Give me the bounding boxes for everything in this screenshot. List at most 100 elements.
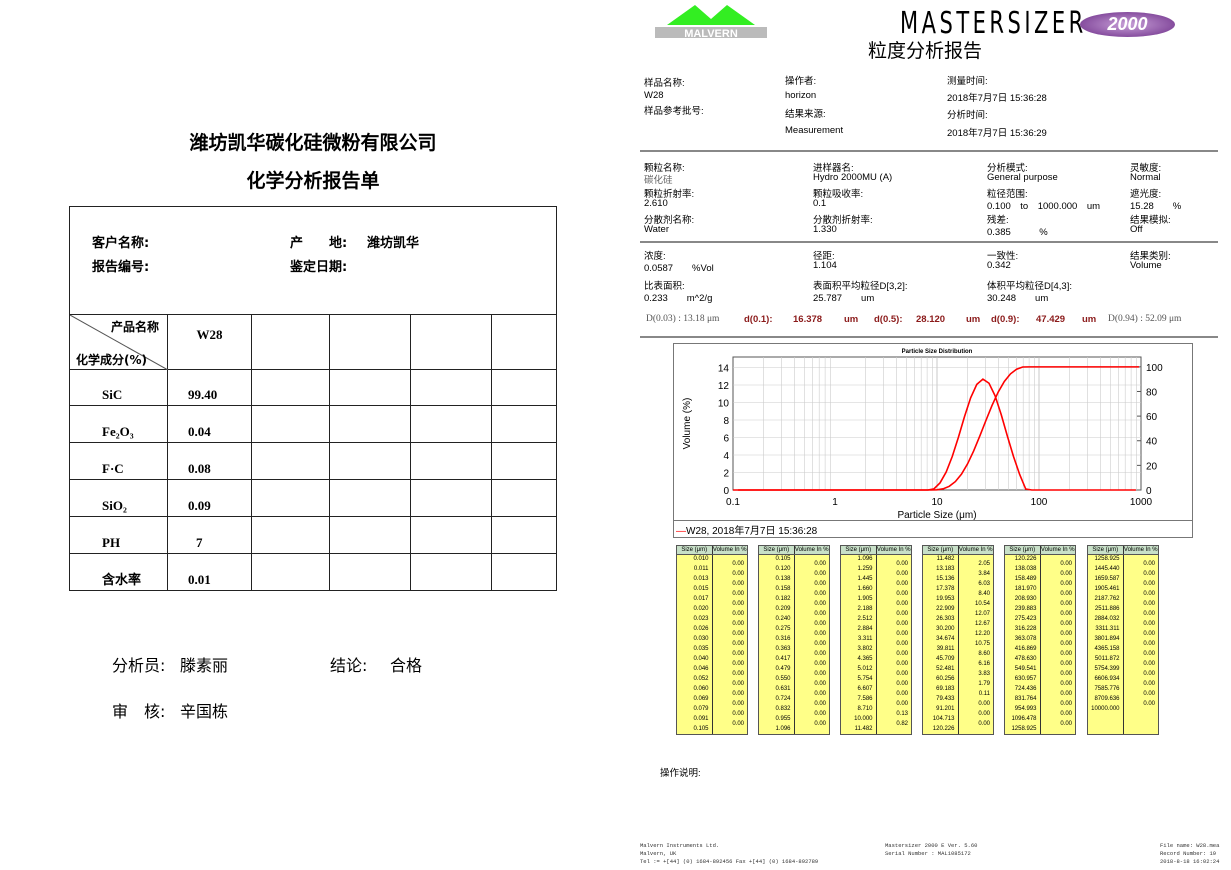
size-cell: 1659.587 xyxy=(1094,576,1120,582)
x-tick-label: 1000 xyxy=(1130,497,1153,508)
size-cell: 39.811 xyxy=(936,646,955,652)
size-header: Size (μm) xyxy=(677,546,713,554)
y2-tick-label: 60 xyxy=(1146,412,1158,423)
volume-cell: 0.00 xyxy=(1060,641,1072,647)
component-value: 0.01 xyxy=(167,553,252,591)
volume-cell: 6.03 xyxy=(978,581,990,587)
volume-cell: 0.00 xyxy=(978,721,990,727)
size-cell: 3.311 xyxy=(857,636,873,642)
volume-cell: 0.00 xyxy=(732,681,744,687)
volume-cell: 0.00 xyxy=(732,571,744,577)
size-cell: 0.010 xyxy=(693,556,709,562)
volume-cell: 0.00 xyxy=(1060,681,1072,687)
volume-cell: 0.00 xyxy=(978,701,990,707)
result-value: Volume xyxy=(1130,260,1162,271)
size-cell: 630.957 xyxy=(1014,676,1037,682)
size-header: Size (μm) xyxy=(923,546,959,554)
volume-cell: 0.00 xyxy=(1143,571,1155,577)
particle-size-chart: 0 2 4 6 8 10 12 14 0 20 40 60 80 100 0.1 1 10 100 1000 Part… xyxy=(682,349,1163,521)
empty-cell xyxy=(491,442,557,480)
size-cell: 26.303 xyxy=(936,616,955,622)
size-cell: 0.955 xyxy=(775,716,791,722)
footer-line: 2018-8-18 16:02:24 xyxy=(1160,858,1220,865)
size-cell: 52.481 xyxy=(936,666,955,672)
size-cell: 0.724 xyxy=(775,696,791,702)
param-value: 0.100 to 1000.000 um xyxy=(987,201,1101,212)
size-cell: 0.240 xyxy=(775,616,791,622)
component-name: PH xyxy=(69,516,168,554)
size-cell: 2.188 xyxy=(857,606,873,612)
volume-cell: 0.00 xyxy=(1060,561,1072,567)
size-cell: 10000.000 xyxy=(1091,706,1120,712)
y2-tick-label: 80 xyxy=(1146,387,1158,398)
volume-cell: 12.07 xyxy=(974,611,990,617)
volume-cell: 0.00 xyxy=(896,621,908,627)
size-cell: 8.710 xyxy=(857,706,873,712)
composition-row: SiC 99.40 xyxy=(69,369,557,406)
volume-cell: 0.00 xyxy=(814,701,826,707)
size-cell: 0.015 xyxy=(693,586,709,592)
result-label: 结果类别: xyxy=(1130,251,1171,262)
size-header: Size (μm) xyxy=(759,546,795,554)
size-cell: 120.226 xyxy=(932,726,955,732)
size-cell: 0.069 xyxy=(693,696,709,702)
volume-cell: 2.05 xyxy=(978,561,990,567)
component-value: 99.40 xyxy=(167,369,252,406)
volume-cell: 0.00 xyxy=(814,671,826,677)
volume-cell: 0.00 xyxy=(732,641,744,647)
empty-cell xyxy=(251,405,330,443)
volume-cell: 1.79 xyxy=(978,681,990,687)
volume-cell: 0.00 xyxy=(1143,591,1155,597)
size-cell: 0.138 xyxy=(775,576,791,582)
volume-cell: 0.00 xyxy=(896,631,908,637)
d09-value: 47.429 xyxy=(1036,314,1066,325)
volume-cell: 12.67 xyxy=(974,621,990,627)
size-cell: 15.136 xyxy=(936,576,955,582)
param-label: 灵敏度: xyxy=(1130,163,1162,174)
volume-cell: 0.00 xyxy=(732,721,744,727)
param-value: Water xyxy=(644,224,669,235)
result-value: 1.104 xyxy=(813,260,837,271)
size-cell: 2511.886 xyxy=(1094,606,1120,612)
conclusion-value: 合格 xyxy=(390,656,423,675)
composition-row: PH 7 xyxy=(69,516,557,554)
y-tick-label: 0 xyxy=(723,486,729,497)
legend-entry: —W28, 2018年7月7日 15:36:28 xyxy=(676,522,817,537)
size-cell: 1258.925 xyxy=(1094,556,1120,562)
size-cell: 0.479 xyxy=(775,666,791,672)
brand-badge: 2000 xyxy=(1080,12,1175,37)
size-cell: 0.209 xyxy=(775,606,791,612)
d09-label: d(0.9): xyxy=(991,314,1020,325)
empty-cell xyxy=(251,479,330,517)
volume-cell: 0.00 xyxy=(732,671,744,677)
volume-cell: 12.20 xyxy=(974,631,990,637)
empty-cell xyxy=(410,314,492,370)
volume-cell: 0.00 xyxy=(732,591,744,597)
size-cell: 34.674 xyxy=(936,636,955,642)
size-table: Size (μm) Volume In % 1.096 1.259 1.445 1.660… xyxy=(840,545,912,735)
empty-cell xyxy=(329,405,411,443)
empty-cell xyxy=(491,553,557,591)
param-value: 15.28 % xyxy=(1130,201,1182,212)
size-cell: 2.512 xyxy=(857,616,873,622)
result-label: 一致性: xyxy=(987,251,1019,262)
volume-cell: 0.00 xyxy=(896,671,908,677)
component-name: SiC xyxy=(69,369,168,406)
size-cell: 19.953 xyxy=(936,596,955,602)
volume-cell: 0.00 xyxy=(896,601,908,607)
size-cell: 45.709 xyxy=(936,656,955,662)
result-value: 0.342 xyxy=(987,260,1011,271)
size-cell: 13.183 xyxy=(936,566,955,572)
result-label: 表面积平均粒径D[3,2]: xyxy=(813,281,908,292)
size-cell: 1.259 xyxy=(857,566,873,572)
y-tick-label: 8 xyxy=(723,416,729,427)
size-cell: 104.713 xyxy=(932,716,955,722)
empty-cell xyxy=(251,369,330,406)
analysis-time: 2018年7月7日 15:36:29 xyxy=(947,128,1047,139)
size-header: Size (μm) xyxy=(841,546,877,554)
date-label: 鉴定日期: xyxy=(290,260,348,275)
x-tick-label: 1 xyxy=(832,497,838,508)
y-tick-label: 4 xyxy=(723,451,729,462)
footer-line: Malvern, UK xyxy=(640,850,677,857)
footer-line: Mastersizer 2000 E Ver. 5.60 xyxy=(885,842,978,849)
